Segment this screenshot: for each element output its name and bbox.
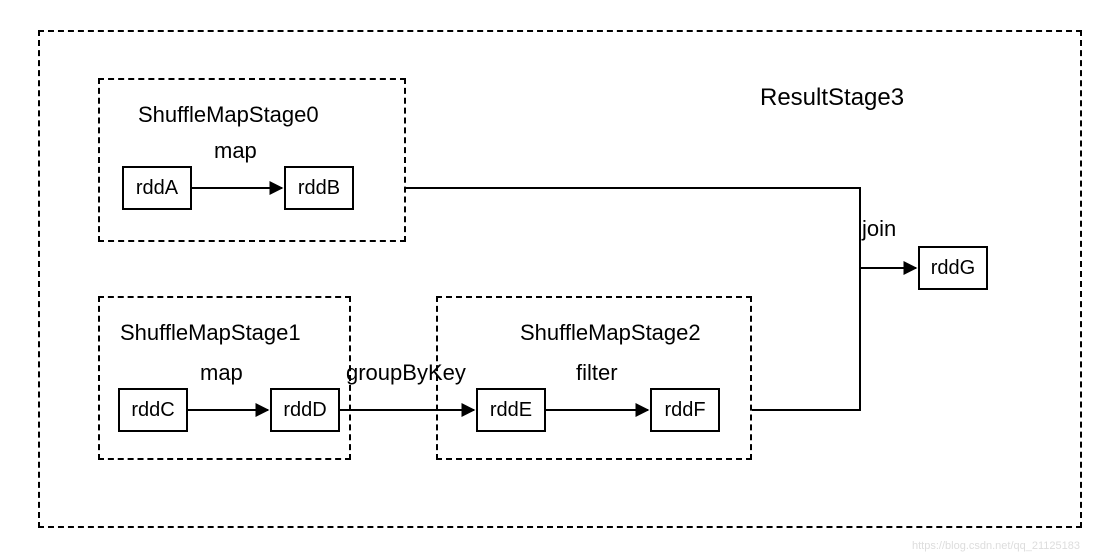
result-stage3-label: ResultStage3 [760, 84, 904, 112]
node-rddD-label: rddD [283, 399, 326, 422]
node-rddA: rddA [122, 166, 192, 210]
node-rddC-label: rddC [131, 399, 174, 422]
edge-label-join: join [862, 216, 896, 242]
node-rddA-label: rddA [136, 177, 178, 200]
shuffle-map-stage0-label: ShuffleMapStage0 [138, 102, 319, 128]
edge-label-map2: map [200, 360, 243, 386]
node-rddF: rddF [650, 388, 720, 432]
node-rddB-label: rddB [298, 177, 340, 200]
node-rddG-label: rddG [931, 257, 975, 280]
node-rddE: rddE [476, 388, 546, 432]
node-rddB: rddB [284, 166, 354, 210]
diagram-root: ResultStage3 ShuffleMapStage0 ShuffleMap… [0, 0, 1116, 560]
edge-label-filter: filter [576, 360, 618, 386]
node-rddE-label: rddE [490, 399, 532, 422]
edge-label-groupByKey: groupByKey [346, 360, 466, 386]
node-rddG: rddG [918, 246, 988, 290]
node-rddF-label: rddF [664, 399, 705, 422]
node-rddD: rddD [270, 388, 340, 432]
edge-label-map1: map [214, 138, 257, 164]
shuffle-map-stage2-label: ShuffleMapStage2 [520, 320, 701, 346]
watermark-text: https://blog.csdn.net/qq_21125183 [912, 540, 1080, 552]
shuffle-map-stage1-label: ShuffleMapStage1 [120, 320, 301, 346]
node-rddC: rddC [118, 388, 188, 432]
